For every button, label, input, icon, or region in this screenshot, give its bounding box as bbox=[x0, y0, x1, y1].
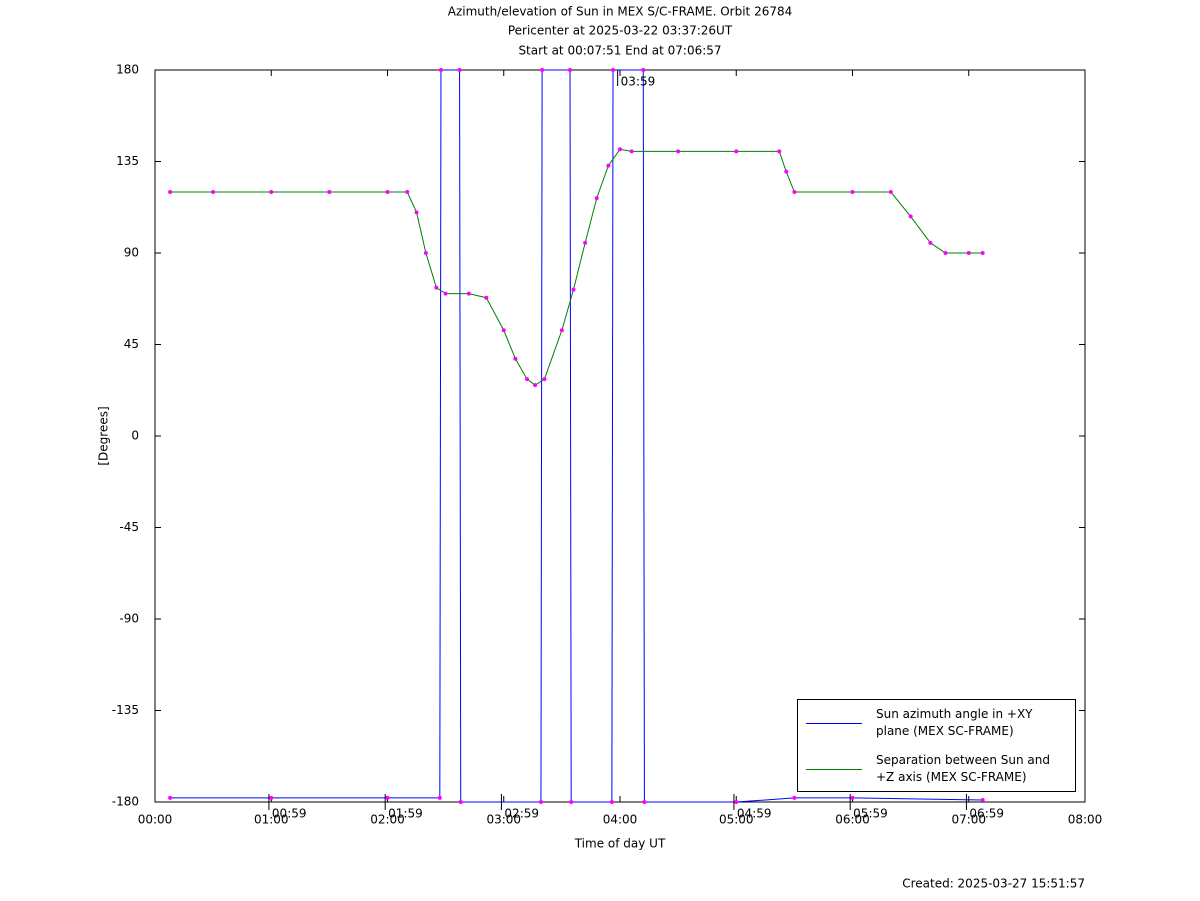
data-point bbox=[642, 800, 647, 804]
chart-subtitle: Start at 00:07:51 End at 07:06:57 bbox=[518, 44, 721, 58]
data-point bbox=[385, 190, 390, 194]
data-point bbox=[211, 190, 216, 194]
data-point bbox=[457, 68, 462, 72]
data-point bbox=[466, 291, 471, 296]
x-tick-label: 04:00 bbox=[603, 813, 638, 827]
data-point bbox=[676, 149, 681, 154]
data-point bbox=[928, 240, 933, 245]
x-axis-label: Time of day UT bbox=[574, 837, 666, 851]
data-point bbox=[571, 287, 576, 292]
data-point bbox=[594, 196, 599, 201]
data-point bbox=[538, 800, 543, 804]
data-point bbox=[641, 68, 646, 72]
y-tick-label: -45 bbox=[119, 520, 139, 534]
data-point bbox=[777, 149, 782, 154]
data-point bbox=[438, 68, 443, 72]
annotation-label: 05:59 bbox=[853, 807, 888, 821]
data-point bbox=[980, 251, 985, 255]
data-point bbox=[980, 797, 985, 802]
y-axis-label: [Degrees] bbox=[97, 406, 111, 465]
y-tick-label: 45 bbox=[124, 337, 139, 351]
annotation-label: 00:59 bbox=[272, 807, 307, 821]
data-point bbox=[423, 251, 428, 255]
y-tick-label: 90 bbox=[124, 246, 139, 260]
annotation-label: 01:59 bbox=[388, 807, 423, 821]
data-point bbox=[458, 800, 463, 804]
data-point bbox=[792, 190, 797, 194]
data-point bbox=[501, 328, 506, 333]
data-point bbox=[908, 214, 913, 219]
data-point bbox=[168, 795, 173, 800]
series-line bbox=[170, 148, 983, 386]
data-point bbox=[437, 795, 442, 800]
data-point bbox=[540, 68, 545, 72]
y-tick-label: -90 bbox=[119, 612, 139, 626]
x-tick-label: 05:00 bbox=[719, 813, 754, 827]
data-point bbox=[618, 147, 622, 152]
x-tick-label: 01:00 bbox=[254, 813, 289, 827]
legend-item: Separation between Sun and +Z axis (MEX … bbox=[806, 752, 1066, 786]
footer: Created: 2025-03-27 15:51:57 bbox=[902, 877, 1085, 891]
data-point bbox=[443, 291, 448, 296]
annotation-label: 04:59 bbox=[737, 807, 772, 821]
data-point bbox=[525, 377, 529, 382]
series-line bbox=[170, 69, 983, 803]
data-point bbox=[542, 377, 547, 382]
annotation-label: 02:59 bbox=[504, 807, 539, 821]
annotation-label: 03:59 bbox=[621, 75, 656, 89]
y-tick-label: -135 bbox=[112, 703, 139, 717]
data-point bbox=[888, 190, 893, 194]
data-point bbox=[583, 240, 588, 245]
x-tick-label: 03:00 bbox=[486, 813, 521, 827]
data-point bbox=[569, 800, 574, 804]
data-point bbox=[168, 190, 173, 194]
x-tick-label: 07:00 bbox=[951, 813, 986, 827]
data-point bbox=[327, 190, 332, 194]
data-point bbox=[484, 295, 489, 300]
y-tick-label: 0 bbox=[131, 429, 139, 443]
data-point bbox=[568, 68, 573, 72]
data-point bbox=[385, 795, 390, 800]
legend-swatch bbox=[806, 722, 862, 724]
data-point bbox=[734, 149, 739, 154]
data-point bbox=[414, 210, 419, 215]
x-tick-label: 08:00 bbox=[1068, 813, 1103, 827]
data-point bbox=[513, 356, 518, 361]
chart-subtitle: Pericenter at 2025-03-22 03:37:26UT bbox=[508, 24, 733, 38]
y-tick-label: 180 bbox=[116, 63, 139, 77]
data-point bbox=[784, 169, 789, 174]
x-tick-label: 02:00 bbox=[370, 813, 405, 827]
plot-frame bbox=[154, 69, 1086, 803]
legend-label: Separation between Sun and +Z axis (MEX … bbox=[876, 753, 1050, 784]
data-point bbox=[792, 795, 797, 800]
legend-label: Sun azimuth angle in +XY plane (MEX SC-F… bbox=[876, 707, 1033, 738]
data-point bbox=[966, 251, 971, 255]
x-tick-label: 00:00 bbox=[138, 813, 173, 827]
legend: Sun azimuth angle in +XY plane (MEX SC-F… bbox=[797, 699, 1076, 792]
chart-title: Azimuth/elevation of Sun in MEX S/C-FRAM… bbox=[448, 5, 793, 19]
data-point bbox=[405, 190, 410, 194]
legend-swatch bbox=[806, 768, 862, 770]
data-point bbox=[434, 285, 439, 290]
y-tick-label: -180 bbox=[112, 795, 139, 809]
annotation-label: 06:59 bbox=[969, 807, 1004, 821]
data-point bbox=[611, 68, 616, 72]
y-tick-label: 135 bbox=[116, 154, 139, 168]
legend-item: Sun azimuth angle in +XY plane (MEX SC-F… bbox=[806, 706, 1066, 740]
data-point bbox=[943, 251, 948, 255]
data-point bbox=[559, 328, 564, 333]
x-tick-label: 06:00 bbox=[835, 813, 870, 827]
data-point bbox=[269, 190, 274, 194]
data-point bbox=[533, 383, 538, 388]
data-point bbox=[734, 800, 739, 804]
data-point bbox=[609, 800, 614, 804]
data-point bbox=[850, 190, 855, 194]
data-point bbox=[606, 163, 611, 168]
data-point bbox=[629, 149, 634, 154]
data-point bbox=[850, 795, 855, 800]
data-point bbox=[269, 795, 274, 800]
